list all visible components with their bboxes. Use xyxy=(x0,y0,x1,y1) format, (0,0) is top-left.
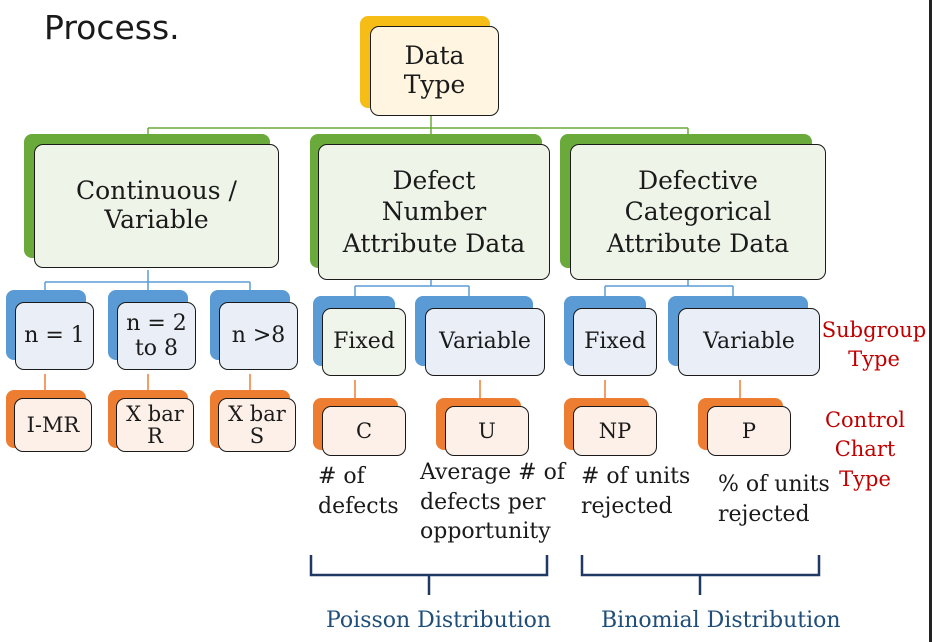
slide-border xyxy=(929,0,932,642)
subgroup-ngt8-label: n >8 xyxy=(231,323,286,349)
description-np: # of units rejected xyxy=(581,464,691,519)
defect-variable-label: Variable xyxy=(439,329,531,355)
subgroup-n2to8-label: n = 2 to 8 xyxy=(126,310,187,361)
description-c: # of defects xyxy=(318,464,399,519)
description-p: % of units rejected xyxy=(718,472,830,527)
chart-xbar-r-label: X bar R xyxy=(126,401,184,448)
binomial-distribution-label: Binomial Distribution xyxy=(601,608,841,633)
data-type-label: Data Type xyxy=(403,41,466,99)
defective-label: Defective Categorical Attribute Data xyxy=(606,166,790,258)
control-chart-type-label: Control Chart Type xyxy=(824,408,906,491)
chart-u-label: U xyxy=(478,418,496,443)
chart-imr-label: I-MR xyxy=(26,412,80,437)
defective-fixed-label: Fixed xyxy=(584,329,646,355)
defective-variable-label: Variable xyxy=(703,329,795,355)
description-u: Average # of defects per opportunity xyxy=(420,460,565,545)
slide-title: Process. xyxy=(44,8,180,47)
subgroup-n1-label: n = 1 xyxy=(24,323,85,349)
defect-label: Defect Number Attribute Data xyxy=(342,166,526,258)
chart-p-label: P xyxy=(741,418,757,443)
chart-xbar-s-label: X bar S xyxy=(228,401,286,448)
continuous-label: Continuous / Variable xyxy=(76,176,237,234)
subgroup-type-label: Subgroup Type xyxy=(821,318,927,372)
poisson-distribution-label: Poisson Distribution xyxy=(326,608,552,633)
chart-c-label: C xyxy=(355,418,373,443)
chart-np-label: NP xyxy=(598,418,632,443)
defect-fixed-label: Fixed xyxy=(333,329,395,355)
